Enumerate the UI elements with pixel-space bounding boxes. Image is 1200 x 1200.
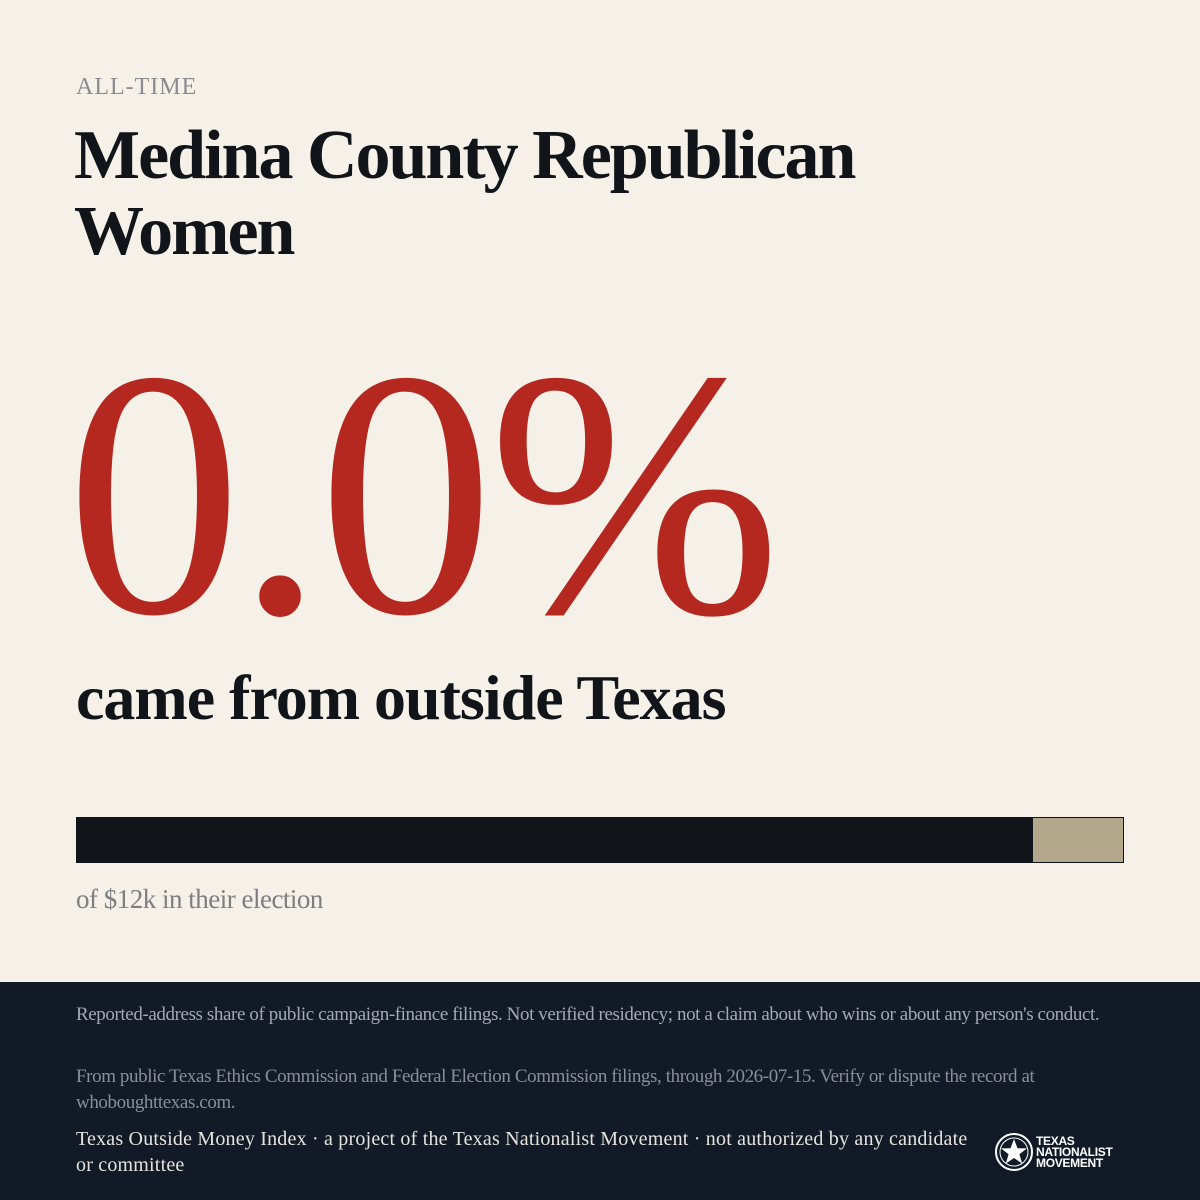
source-note: From public Texas Ethics Commission and … (76, 1066, 1035, 1113)
share-bar-tan-segment (1033, 818, 1123, 862)
outside-share-label: came from outside Texas (76, 662, 727, 733)
timeframe-label: ALL-TIME (76, 74, 198, 100)
total-raised-caption: of $12k in their election (76, 884, 323, 914)
share-bar-main-segment (77, 818, 1034, 862)
footer: Reported-address share of public campaig… (0, 982, 1200, 1200)
outside-share-value: 0.0% (66, 299, 781, 689)
organization-title: Medina County Republican Women (74, 117, 856, 270)
attribution-text: Texas Outside Money Index · a project of… (76, 1128, 968, 1176)
tnm-wordmark-line-3: MOVEMENT (1036, 1155, 1103, 1170)
tnm-wordmark-line-1: TEXAS (1036, 1133, 1075, 1148)
tnm-wordmark-line-2: NATIONALIST (1036, 1144, 1113, 1159)
tnm-wordmark: TEXAS NATIONALIST MOVEMENT (1036, 1133, 1113, 1170)
tnm-star-seal-icon (995, 1133, 1033, 1171)
tnm-logo: TEXAS NATIONALIST MOVEMENT (994, 1132, 1113, 1172)
share-bar (76, 817, 1124, 863)
disclaimer-text: Reported-address share of public campaig… (76, 1004, 1100, 1025)
